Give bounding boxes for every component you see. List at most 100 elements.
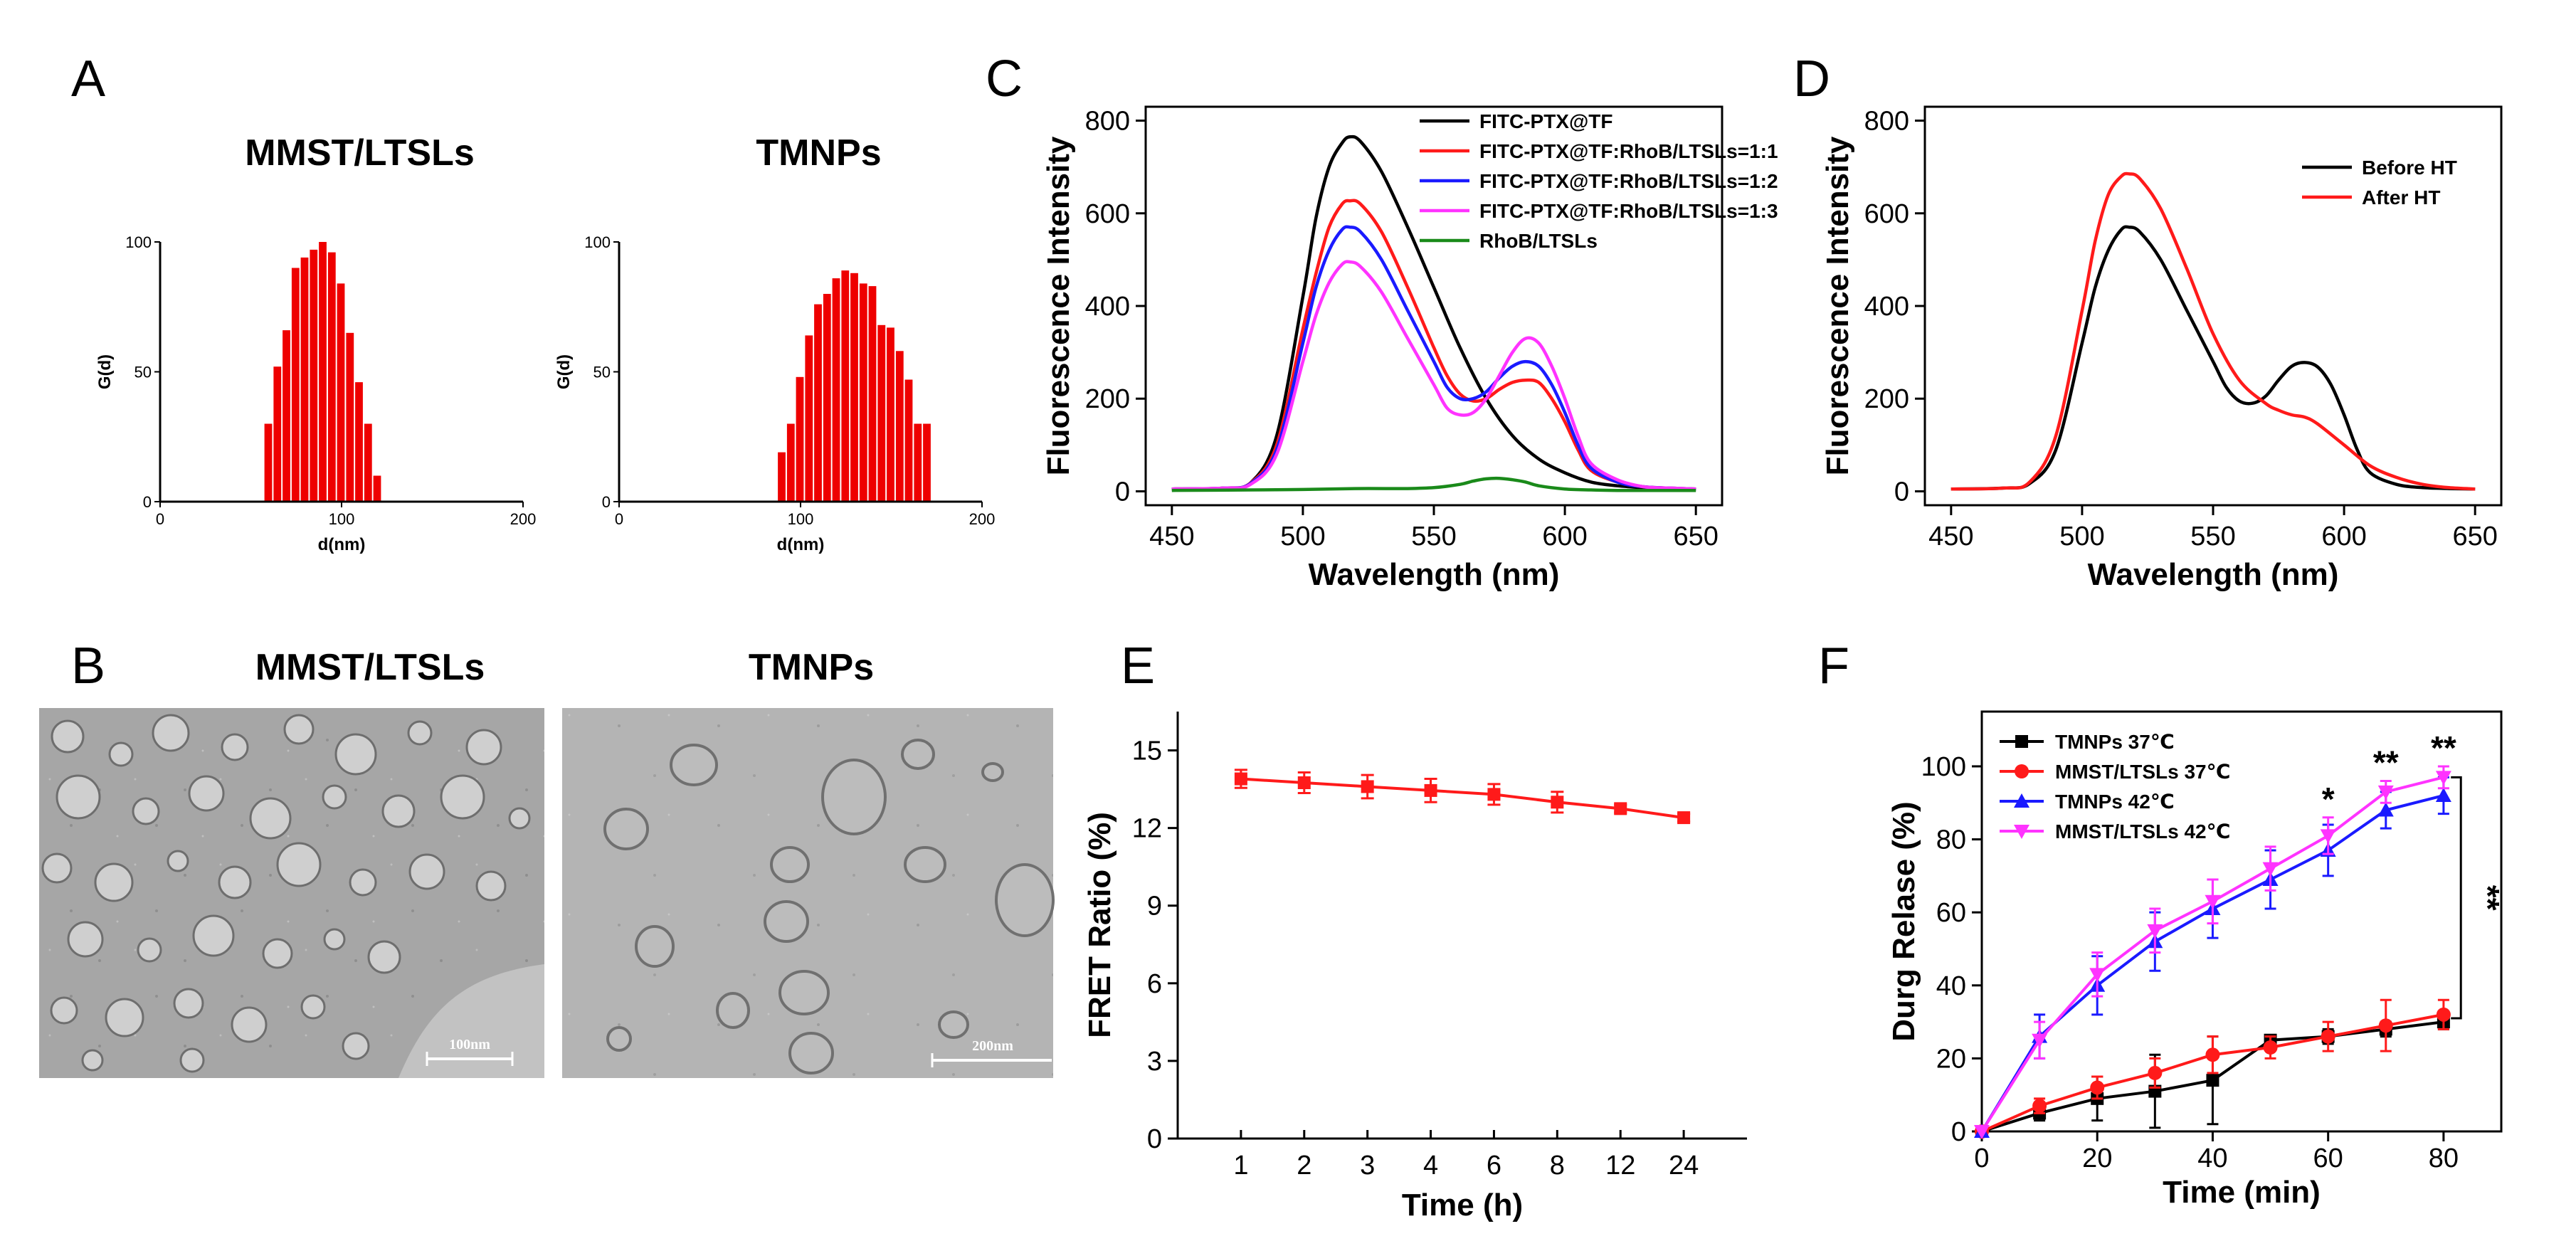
data-point-8 [2435,788,2451,802]
y-tick-label-1: 20 [1936,1044,1966,1074]
x-tick-label-4: 80 [2429,1144,2459,1173]
y-tick-label-1: 50 [134,364,152,381]
legend: FITC-PTX@TF FITC-PTX@TF:RhoB/LTSLs=1:1 FIT… [1420,110,1778,252]
series-line-1 [1171,199,1696,491]
x-tick-label-0: 450 [1928,522,1973,551]
bar-5 [823,294,831,502]
series-line-3 [1171,260,1696,491]
data-point-2 [2090,1080,2105,1095]
bar-13 [895,351,904,502]
bar-7 [327,252,336,502]
y-axis-label: FRET Ratio (%) [1082,812,1117,1038]
bar-16 [923,423,931,502]
bar-14 [904,379,913,502]
chart-drug-release: 0 20 40 60 80 0 20 40 60 80 100 TMNPs 37℃ MMST/LTSLs… [1886,710,2506,1210]
y-axis-label: Durg Relase (%) [1886,801,1921,1041]
bar-12 [373,475,381,502]
scale-bar-label-mmst: 100nm [449,1037,490,1052]
panel-letter-d: D [1793,51,1830,107]
legend-label-1: After HT [2362,186,2440,208]
y-tick-label-0: 0 [1147,1124,1162,1154]
data-point-5 [2262,862,2279,877]
data-point-4 [2205,1047,2220,1062]
chart-title: MMST/LTSLs [245,132,475,174]
series-line-1 [1951,171,2476,491]
y-tick-label-3: 9 [1147,892,1162,921]
x-tick-label-1: 20 [2082,1144,2112,1173]
y-tick-label-0: 0 [143,493,152,511]
x-tick-label-2: 550 [1411,522,1456,551]
bar-9 [346,332,354,502]
x-tick-label-4: 6 [1487,1151,1501,1181]
x-axis-label: d(nm) [777,535,825,554]
y-tick-label-4: 800 [1864,107,1909,137]
x-tick-label-4: 650 [1673,522,1718,551]
bar-9 [859,283,867,502]
data-point-1 [2032,1033,2048,1048]
x-axis-label: d(nm) [318,535,366,554]
legend-label-3: MMST/LTSLs 42℃ [2055,820,2231,843]
series-line-4 [1171,476,1696,492]
bar-1 [786,423,795,502]
x-tick-label-5: 8 [1550,1151,1565,1181]
panel-letter-c: C [986,51,1023,107]
bar-0 [264,423,273,502]
y-tick-label-3: 60 [1936,898,1966,928]
legend-marker-1 [2015,764,2029,778]
bar-6 [832,278,840,502]
x-tick-label-3: 60 [2313,1144,2343,1173]
significance-marker-1: ** [2373,744,2399,781]
x-tick-label-1: 100 [329,510,355,528]
legend-label-0: Before HT [2362,157,2457,179]
x-tick-label-1: 2 [1297,1151,1311,1181]
legend-marker-0 [2015,735,2028,748]
y-tick-label-2: 6 [1147,969,1162,999]
legend-label-0: FITC-PTX@TF [1479,110,1613,132]
y-tick-label-0: 0 [602,493,611,511]
x-tick-label-3: 4 [1423,1151,1438,1181]
y-tick-label-2: 400 [1864,292,1909,322]
legend-label-1: MMST/LTSLs 37℃ [2055,761,2231,783]
x-tick-label-0: 0 [615,510,623,528]
x-tick-label-2: 40 [2197,1144,2227,1173]
panel-letter-b: B [71,638,105,695]
bar-6 [319,242,327,502]
x-tick-label-2: 3 [1360,1151,1375,1181]
data-point-7 [1677,811,1691,825]
x-tick-label-0: 0 [1974,1144,1989,1173]
data-point-4 [2205,894,2221,909]
y-tick-label-2: 100 [584,233,611,251]
y-tick-label-0: 0 [1894,477,1909,507]
x-tick-label-1: 500 [2059,522,2104,551]
bar-11 [364,423,372,502]
legend-label-1: FITC-PTX@TF:RhoB/LTSLs=1:1 [1479,140,1778,162]
x-tick-label-4: 650 [2452,522,2497,551]
x-tick-label-0: 1 [1233,1151,1248,1181]
legend-label-4: RhoB/LTSLs [1479,230,1598,252]
legend: Before HT After HT [2302,157,2457,208]
series-3 [1974,765,2451,1139]
y-axis-label: Fluorescence Intensity [1041,136,1076,475]
bar-12 [887,327,894,502]
series-line-0 [1171,134,1696,491]
y-axis-label: G(d) [554,354,574,389]
y-tick-label-1: 50 [593,364,611,381]
y-tick-label-5: 15 [1132,736,1162,766]
significance-marker-3: ** [2469,885,2506,911]
x-tick-label-0: 450 [1149,522,1194,551]
y-tick-label-1: 200 [1085,384,1130,414]
x-tick-label-3: 600 [1542,522,1587,551]
x-tick-label-3: 600 [2321,522,2366,551]
legend-label-0: TMNPs 37℃ [2055,731,2175,753]
tem-image-tmnps: 200nm [562,708,1055,1078]
data-point-2 [1361,780,1374,793]
bar-8 [337,283,345,502]
data-point-3 [2148,1065,2163,1080]
y-tick-label-5: 100 [1921,752,1966,782]
data-point-5 [1551,796,1564,809]
tem-panel: MMST/LTSLs TMNPs [39,647,1055,1078]
chart-dls-mmst: MMST/LTSLs 0 100 200 0 50 100 d(nm) G(d) [95,132,536,554]
y-axis-label: Fluorescence Intensity [1820,136,1855,475]
data-point-6 [2321,1029,2335,1044]
